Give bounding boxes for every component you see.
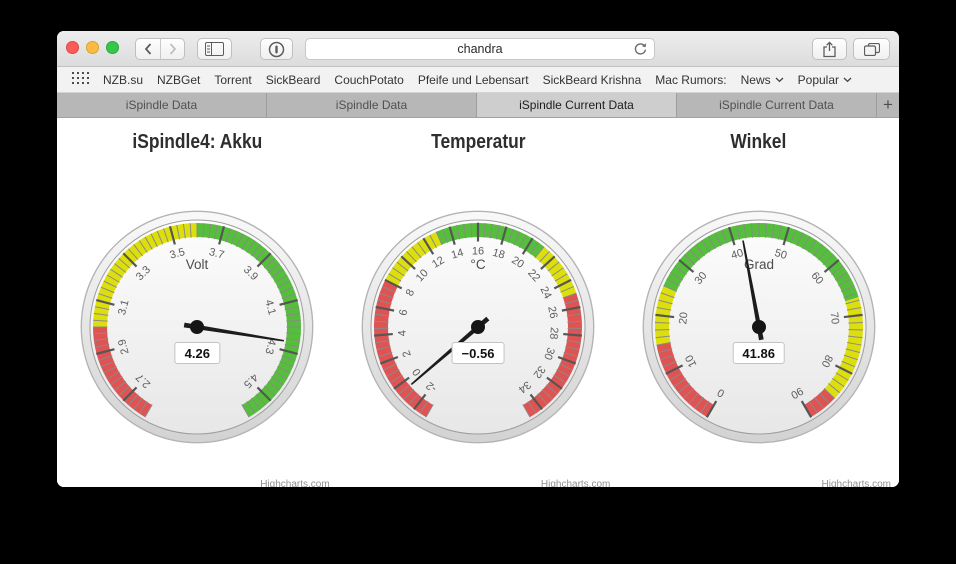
svg-text:0: 0	[715, 386, 726, 399]
svg-text:18: 18	[491, 247, 506, 262]
bookmark-nzbsu[interactable]: NZB.su	[103, 72, 144, 87]
highcharts-credit-link[interactable]: Highcharts.com	[540, 479, 611, 487]
svg-text:4: 4	[396, 330, 408, 337]
traffic-lights	[66, 41, 119, 54]
bookmark-pfeife-und-lebensart[interactable]: Pfeife und Lebensart	[417, 72, 529, 87]
tab-overview-button[interactable]	[853, 38, 890, 60]
chart-title: Winkel	[730, 131, 787, 153]
svg-text:26: 26	[545, 305, 559, 319]
tab-ispindle-current-data-active[interactable]: iSpindle Current Data	[477, 93, 677, 117]
back-chevron-icon	[144, 43, 152, 55]
svg-text:14: 14	[450, 247, 465, 262]
reload-button[interactable]	[633, 42, 647, 59]
reload-icon	[634, 43, 647, 55]
svg-text:4.3: 4.3	[263, 338, 279, 356]
bookmark-sickbeard[interactable]: SickBeard	[265, 72, 321, 87]
forward-button[interactable]	[160, 39, 184, 59]
svg-text:3.1: 3.1	[116, 298, 132, 316]
close-button[interactable]	[66, 41, 79, 54]
svg-text:20: 20	[677, 311, 690, 325]
bookmarks-bar: NZB.su NZBGet Torrent SickBeard CouchPot…	[57, 67, 899, 93]
tab-ispindle-data-1[interactable]: iSpindle Data	[57, 93, 267, 117]
safari-window: chandra	[57, 31, 899, 487]
svg-text:32: 32	[531, 363, 548, 380]
nav-button-group	[135, 38, 185, 60]
minimize-button[interactable]	[86, 41, 99, 54]
svg-text:50: 50	[773, 247, 788, 262]
svg-text:30: 30	[541, 346, 557, 362]
svg-text:3.7: 3.7	[208, 246, 226, 262]
address-bar[interactable]: chandra	[305, 38, 655, 60]
chart-title: Temperatur	[430, 131, 526, 153]
svg-text:24: 24	[537, 285, 553, 301]
svg-text:28: 28	[547, 327, 560, 340]
bookmark-nzbget[interactable]: NZBGet	[157, 72, 201, 87]
sidebar-button[interactable]	[197, 38, 232, 60]
svg-text:90: 90	[788, 384, 805, 401]
chevron-down-icon	[843, 77, 852, 82]
onepassword-button[interactable]	[260, 38, 293, 60]
chart-title: iSpindle4: Akku	[132, 131, 263, 153]
plus-icon: +	[883, 95, 893, 114]
svg-text:40: 40	[729, 247, 744, 262]
svg-text:80: 80	[818, 353, 834, 369]
bookmark-couchpotato[interactable]: CouchPotato	[334, 72, 404, 87]
zoom-button[interactable]	[106, 41, 119, 54]
frequently-visited-grid-icon[interactable]	[72, 72, 89, 87]
svg-text:°C: °C	[470, 257, 485, 272]
tab-overview-icon	[863, 42, 880, 56]
svg-text:10: 10	[683, 353, 699, 369]
svg-text:70: 70	[827, 311, 840, 325]
bookmark-torrent[interactable]: Torrent	[214, 72, 252, 87]
url-text: chandra	[457, 42, 503, 56]
chevron-down-icon	[775, 77, 784, 82]
gauge-value: 41.86	[732, 342, 785, 364]
page-content: 2.7 2.9 3.1 3.3 3.5 3.7 3.9 4.1 4.3 4.5 Volt iSpin…	[57, 118, 899, 487]
svg-text:16: 16	[472, 245, 484, 257]
sidebar-icon	[205, 42, 224, 56]
gauge-chart-winkel: 0 10 20 30 40 50 60 70 80 90 Grad Winkel 41.86 Hig…	[618, 118, 899, 487]
tab-ispindle-data-2[interactable]: iSpindle Data	[267, 93, 477, 117]
bookmark-sickbeard-krishna[interactable]: SickBeard Krishna	[542, 72, 642, 87]
svg-text:6: 6	[397, 308, 410, 316]
gauge-value: 4.26	[174, 342, 220, 364]
gauge-value: −0.56	[451, 342, 505, 364]
share-icon	[823, 40, 836, 57]
svg-text:2: 2	[400, 349, 413, 359]
svg-text:Volt: Volt	[186, 257, 209, 272]
bookmark-folder-news[interactable]: News	[741, 73, 784, 87]
share-button[interactable]	[812, 38, 847, 60]
svg-text:3.5: 3.5	[169, 246, 187, 262]
svg-text:20: 20	[509, 254, 526, 271]
svg-text:34: 34	[516, 378, 533, 395]
svg-text:4.1: 4.1	[263, 298, 279, 316]
new-tab-button[interactable]: +	[877, 93, 899, 117]
tab-ispindle-current-data-2[interactable]: iSpindle Current Data	[677, 93, 877, 117]
svg-text:2.9: 2.9	[116, 338, 132, 356]
svg-text:Grad: Grad	[744, 257, 774, 272]
svg-text:12: 12	[430, 254, 447, 271]
forward-chevron-icon	[169, 43, 176, 55]
onepassword-icon	[268, 41, 285, 57]
highcharts-credit-link[interactable]: Highcharts.com	[260, 479, 330, 487]
tab-bar: iSpindle Data iSpindle Data iSpindle Cur…	[57, 93, 899, 118]
svg-text:8: 8	[404, 287, 417, 298]
back-button[interactable]	[136, 39, 160, 59]
bookmark-folder-popular[interactable]: Popular	[798, 73, 852, 87]
browser-toolbar: chandra	[57, 31, 899, 67]
gauge-chart-temperatur: -2 0 2 4 6 8 10 12 14 16 18 20 22 24 26 28 30 32 34 °C Temp…	[338, 118, 619, 487]
gauge-chart-akku: 2.7 2.9 3.1 3.3 3.5 3.7 3.9 4.1 4.3 4.5 Volt iSpin…	[57, 118, 338, 487]
bookmark-mac-rumors[interactable]: Mac Rumors:	[655, 72, 727, 87]
highcharts-credit-link[interactable]: Highcharts.com	[821, 479, 892, 487]
